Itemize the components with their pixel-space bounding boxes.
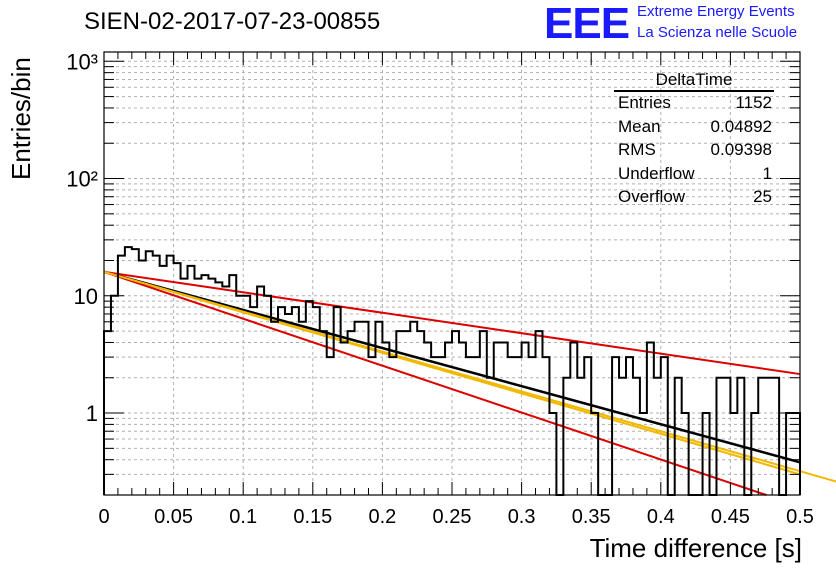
stats-value: 1 (762, 163, 772, 183)
histogram (103, 246, 801, 496)
fit-line-red (103, 270, 767, 496)
x-tick-label: 0.35 (572, 506, 611, 528)
stats-value: 0.09398 (710, 140, 772, 159)
stats-value: 1152 (735, 93, 772, 112)
y-tick-label: 1 (86, 401, 98, 426)
chart-title: SIEN-02-2017-07-23-00855 (84, 8, 381, 35)
stats-key: Mean (618, 116, 661, 136)
y-tick-label: 10² (66, 167, 98, 192)
x-tick-label: 0.3 (508, 506, 536, 528)
fit-line-orange (103, 270, 836, 483)
stats-box: DeltaTime Entries 1152 Mean 0.04892 RMS … (612, 70, 778, 210)
x-tick-label: 0.1 (229, 506, 257, 528)
y-tick-label: 10 (74, 284, 98, 309)
x-tick-label: 0.05 (154, 506, 193, 528)
x-axis: 0 0.05 0.1 0.15 0.2 0.25 0.3 0.35 0.4 0.45 0.5 (98, 52, 814, 528)
x-tick-label: 0.4 (647, 506, 675, 528)
y-axis: 1 10 10² 10³ (66, 49, 800, 496)
x-tick-label: 0.25 (433, 506, 472, 528)
eee-logo: EEE (544, 0, 630, 48)
y-tick-label: 10³ (66, 49, 98, 74)
fit-line-black (103, 270, 801, 464)
stats-key: Overflow (618, 187, 686, 206)
fit-line-red (103, 270, 801, 376)
x-axis-label: Time difference [s] (589, 533, 802, 563)
x-tick-label: 0.5 (786, 506, 814, 528)
stats-key: Underflow (618, 163, 695, 183)
x-tick-label: 0.45 (711, 506, 750, 528)
grid (103, 52, 801, 496)
stats-key: Entries (618, 93, 671, 112)
logo-line-2: La Scienza nelle Scuole (637, 24, 798, 41)
stats-row-overflow: Overflow 25 (612, 186, 778, 210)
fit-curves (103, 270, 836, 496)
logo-line-1: Extreme Energy Events (637, 3, 795, 20)
stats-row-rms: RMS 0.09398 (612, 139, 778, 163)
stats-value: 25 (753, 187, 772, 206)
stats-row-mean: Mean 0.04892 (612, 116, 778, 140)
stats-key: RMS (618, 140, 656, 159)
stats-row-underflow: Underflow 1 (612, 163, 778, 187)
y-axis-label: Entries/bin (6, 57, 36, 180)
stats-row-entries: Entries 1152 (612, 92, 778, 116)
x-tick-label: 0 (98, 506, 109, 528)
x-tick-label: 0.2 (368, 506, 396, 528)
stats-title: DeltaTime (614, 70, 774, 92)
stats-value: 0.04892 (710, 116, 772, 136)
x-tick-label: 0.15 (293, 506, 332, 528)
